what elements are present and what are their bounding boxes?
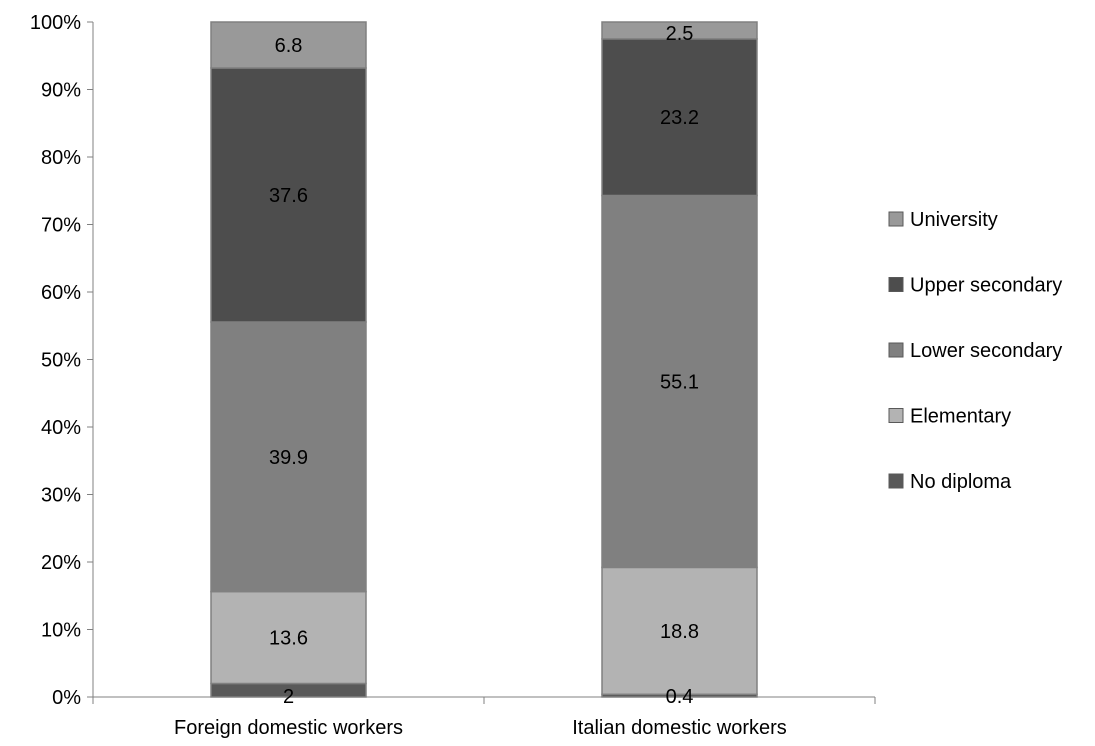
data-label: 23.2 <box>660 107 699 129</box>
bar-segment <box>210 21 367 69</box>
bar-segment <box>601 21 758 40</box>
y-tick-label: 10% <box>41 620 81 642</box>
data-label: 13.6 <box>269 628 308 650</box>
legend-entry-label: University <box>910 209 998 231</box>
legend-entry-label: Elementary <box>910 406 1011 428</box>
y-tick-label: 40% <box>41 417 81 439</box>
data-label: 55.1 <box>660 371 699 393</box>
legend-swatch <box>888 408 904 423</box>
data-label: 18.8 <box>660 621 699 643</box>
y-tick-label: 90% <box>41 80 81 102</box>
bar-segment <box>601 38 758 197</box>
data-label: 6.8 <box>275 35 303 57</box>
bar-segment <box>601 566 758 696</box>
legend-entry-label: Lower secondary <box>910 340 1062 362</box>
data-label: 2.5 <box>666 23 694 45</box>
data-label: 37.6 <box>269 185 308 207</box>
legend-entry-label: No diploma <box>910 471 1012 493</box>
y-tick-label: 50% <box>41 350 81 372</box>
legend-swatch <box>888 473 904 489</box>
legend-swatch <box>888 211 904 227</box>
bars <box>210 21 758 698</box>
y-tick-label: 30% <box>41 485 81 507</box>
legend-swatch <box>888 342 904 358</box>
x-category-label: Italian domestic workers <box>572 717 787 739</box>
legend: University Upper secondary Lower secondary… <box>888 209 1062 493</box>
data-label: 39.9 <box>269 447 308 469</box>
bar-segment <box>210 321 367 593</box>
bar-segment <box>210 67 367 323</box>
legend-entry-label: Upper secondary <box>910 275 1062 297</box>
y-tick-label: 70% <box>41 215 81 237</box>
y-tick-label: 60% <box>41 282 81 304</box>
legend-swatch <box>888 277 904 292</box>
data-labels: 2 13.6 39.9 37.6 6.8 0.4 18.8 55.1 23.2 2.5 <box>269 23 699 708</box>
data-label: 0.4 <box>666 686 694 708</box>
y-tick-label: 0% <box>52 687 81 709</box>
y-tick-label: 80% <box>41 147 81 169</box>
axes: 0% 10% 20% 30% 40% 50% 60% 70% 80% 90% 100% Foreign… <box>30 12 876 739</box>
x-category-label: Foreign domestic workers <box>174 717 403 739</box>
data-label: 2 <box>283 686 294 708</box>
y-tick-label: 20% <box>41 552 81 574</box>
y-tick-label: 100% <box>30 12 81 34</box>
bar-segment <box>210 590 367 685</box>
bar-segment <box>601 194 758 569</box>
